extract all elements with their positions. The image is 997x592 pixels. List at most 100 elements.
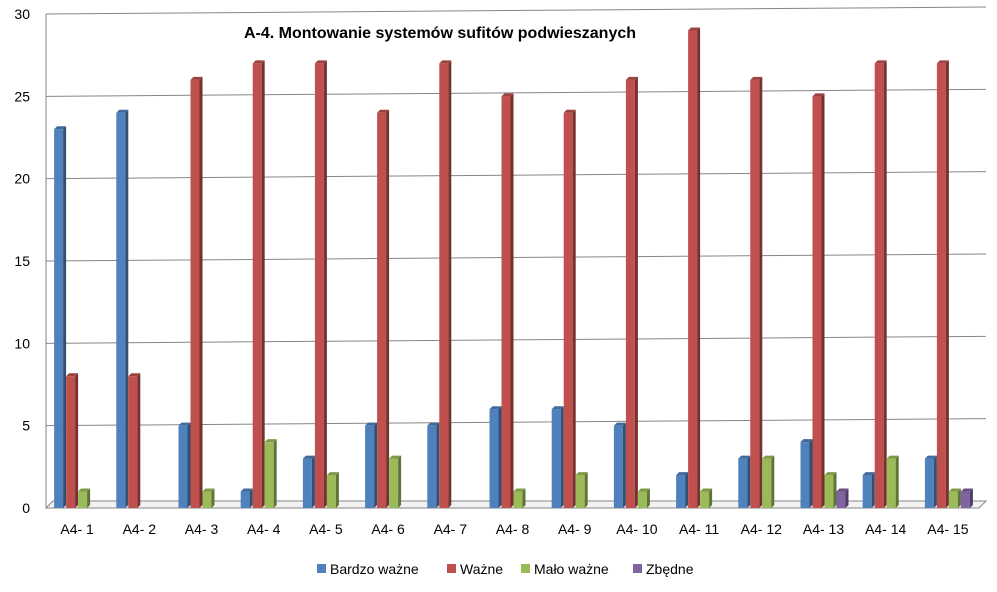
bar <box>874 60 887 509</box>
x-axis-ticks: A4- 1 A4- 2 A4- 3 A4- 4 A4- 5 A4- 6 A4- 7 A4- 8… <box>60 521 968 537</box>
bar-side <box>249 488 253 508</box>
bar-side <box>622 422 626 508</box>
bar-top <box>252 60 265 64</box>
x-tick-label: A4- 4 <box>247 521 281 537</box>
bar-top <box>489 406 502 410</box>
bar <box>54 126 67 509</box>
bar-side <box>211 488 215 508</box>
x-tick-label: A4- 2 <box>123 521 157 537</box>
x-tick-label: A4- 8 <box>496 521 530 537</box>
legend-item: Bardzo ważne <box>317 561 419 577</box>
bar-front <box>264 442 274 508</box>
bar-front <box>750 79 760 508</box>
bar-side <box>560 406 564 508</box>
bar-front <box>128 376 138 508</box>
bar-front <box>762 458 772 508</box>
bar-side <box>87 488 91 508</box>
bar-front <box>551 409 561 508</box>
bar-side <box>448 60 452 509</box>
bar-side <box>685 472 689 508</box>
bar-front <box>613 425 623 508</box>
bar-top <box>625 76 638 80</box>
bar-top <box>501 93 514 97</box>
bar-side <box>871 472 875 508</box>
y-tick-label: 5 <box>22 418 30 434</box>
bar-front <box>862 475 872 508</box>
bar-side <box>374 422 378 508</box>
x-tick-label: A4- 15 <box>927 521 968 537</box>
bar-side <box>125 109 129 509</box>
bar <box>377 109 390 509</box>
bar-top <box>377 109 390 113</box>
bar <box>128 373 141 508</box>
bar-side <box>584 472 588 508</box>
bar-top <box>812 93 825 97</box>
y-tick-label: 0 <box>22 500 30 516</box>
bar-side <box>311 455 315 508</box>
bar-top <box>700 488 713 492</box>
y-tick-label: 30 <box>14 6 30 22</box>
bar-front <box>252 63 262 509</box>
bar-front <box>377 112 387 509</box>
x-tick-label: A4- 9 <box>558 521 592 537</box>
bar <box>924 455 937 508</box>
bar-front <box>365 425 375 508</box>
bar <box>960 488 973 508</box>
bar-front <box>948 491 958 508</box>
x-tick-label: A4- 6 <box>371 521 405 537</box>
bar-top <box>264 439 277 443</box>
legend-item: Ważne <box>447 561 503 577</box>
bar-top <box>750 76 763 80</box>
bar <box>676 472 689 508</box>
bar-front <box>326 475 336 508</box>
bar <box>202 488 215 508</box>
x-tick-label: A4- 12 <box>741 521 782 537</box>
bar-front <box>302 458 312 508</box>
bar-top <box>302 455 315 459</box>
bar-front <box>575 475 585 508</box>
legend-swatch <box>447 564 456 573</box>
bar <box>489 406 502 508</box>
x-tick-label: A4- 10 <box>616 521 657 537</box>
bar <box>116 109 129 509</box>
bar <box>240 488 253 508</box>
bar-front <box>489 409 499 508</box>
bar-top <box>836 488 849 492</box>
bar <box>613 422 626 508</box>
bar <box>812 93 825 508</box>
bar-top <box>738 455 751 459</box>
bar-front <box>812 96 822 508</box>
bar-side <box>187 422 191 508</box>
bar-top <box>948 488 961 492</box>
legend-item: Mało ważne <box>521 561 609 577</box>
bar-top <box>924 455 937 459</box>
bar-top <box>178 422 191 426</box>
bar <box>78 488 91 508</box>
bar <box>637 488 650 508</box>
legend: Bardzo ważne Ważne Mało ważne Zbędne <box>317 561 694 577</box>
gridline <box>45 418 987 427</box>
bar-side <box>335 472 339 508</box>
bar-front <box>924 458 934 508</box>
bar <box>513 488 526 508</box>
gridline <box>45 335 987 344</box>
bar-top <box>240 488 253 492</box>
bar-side <box>771 455 775 508</box>
bar-front <box>190 79 200 508</box>
bar-side <box>63 126 67 509</box>
bar <box>365 422 378 508</box>
bar-front <box>240 491 250 508</box>
legend-item: Zbędne <box>633 561 694 577</box>
bar-top <box>326 472 339 476</box>
legend-swatch <box>521 564 530 573</box>
bar-side <box>697 27 701 508</box>
bar-top <box>762 455 775 459</box>
bar-top <box>513 488 526 492</box>
bar-front <box>836 491 846 508</box>
bar-side <box>895 455 899 508</box>
bar-side <box>137 373 141 508</box>
bar <box>836 488 849 508</box>
bar <box>178 422 191 508</box>
y-axis-ticks: 0 5 10 15 20 25 30 <box>14 6 30 516</box>
